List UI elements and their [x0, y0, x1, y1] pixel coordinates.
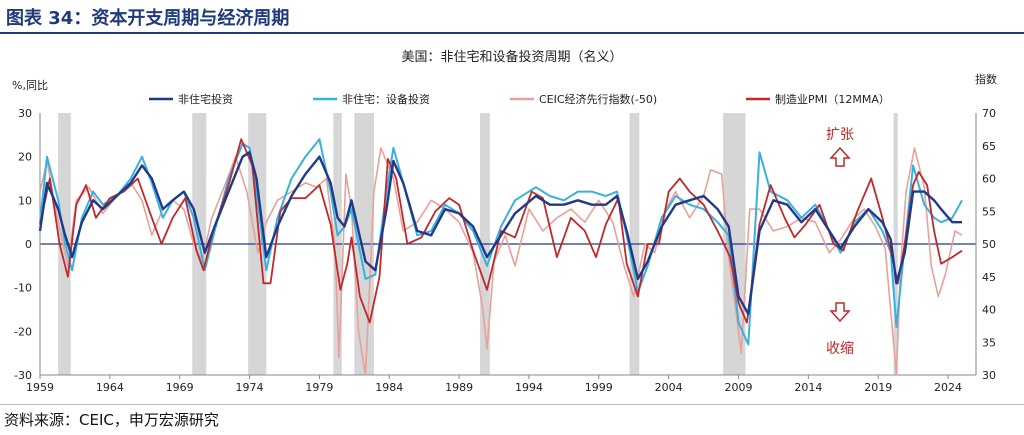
investment-cycle-chart: 美国：非住宅和设备投资周期（名义） %,同比 指数 非住宅投资 非住宅：设备投资 C… [12, 49, 997, 394]
y-left-tick-label: 0 [25, 238, 32, 251]
x-tick-label: 2014 [794, 381, 822, 394]
annotation-contraction: 收缩 [826, 341, 854, 357]
y-left-tick-label: 10 [18, 194, 32, 207]
x-tick-label: 1969 [166, 381, 194, 394]
figure-header: 图表 34：资本开支周期与经济周期 [0, 0, 1024, 34]
legend: 非住宅投资 非住宅：设备投资 CEIC经济先行指数(-50) 制造业PMI（12MMA… [149, 92, 890, 106]
series-line-2 [39, 147, 963, 376]
y-left-axis-label: %,同比 [12, 79, 48, 92]
y-left-tick-label: 20 [18, 151, 32, 164]
x-tick-label: 1959 [26, 381, 54, 394]
y-right-tick-label: 55 [982, 205, 996, 218]
annotation-expansion: 扩张 [826, 127, 854, 143]
y-right-tick-label: 30 [982, 369, 996, 382]
legend-label-1: 非住宅：设备投资 [342, 92, 430, 106]
y-left-tick-label: 30 [18, 107, 32, 120]
y-right-tick-label: 40 [982, 304, 996, 317]
y-right-tick-label: 65 [982, 140, 996, 153]
tick-labels: -30 -20 -10 0 10 20 30 30 35 40 45 50 55 60 65 70 1959 19… [14, 107, 996, 394]
arrow-down-icon [829, 302, 851, 323]
y-right-tick-label: 70 [982, 107, 996, 120]
source-note: 资料来源：CEIC，申万宏源研究 [4, 411, 219, 429]
x-tick-label: 1964 [96, 381, 124, 394]
x-tick-label: 1979 [305, 381, 333, 394]
y-right-tick-label: 50 [982, 238, 996, 251]
series-lines [38, 138, 963, 376]
arrow-up-icon [829, 146, 851, 167]
x-tick-label: 1974 [236, 381, 264, 394]
x-tick-label: 2024 [934, 381, 962, 394]
chart-title: 美国：非住宅和设备投资周期（名义） [401, 49, 622, 65]
title-rule [0, 32, 1024, 34]
y-right-tick-label: 45 [982, 271, 996, 284]
x-tick-label: 2004 [655, 381, 683, 394]
legend-label-2: CEIC经济先行指数(-50) [539, 92, 657, 106]
legend-label-3: 制造业PMI（12MMA） [775, 92, 890, 106]
y-left-tick-label: -10 [14, 282, 32, 295]
x-tick-label: 2019 [864, 381, 892, 394]
y-right-axis-label: 指数 [975, 72, 997, 86]
legend-label-0: 非住宅投资 [178, 92, 233, 106]
y-right-tick-label: 35 [982, 336, 996, 349]
x-tick-label: 1999 [585, 381, 613, 394]
series-line-3 [39, 138, 963, 324]
x-tick-label: 2009 [725, 381, 753, 394]
x-tick-label: 1994 [515, 381, 543, 394]
y-left-tick-label: -20 [14, 325, 32, 338]
footer-rule [0, 404, 1024, 405]
figure-title: 图表 34：资本开支周期与经济周期 [6, 8, 290, 29]
x-tick-label: 1984 [375, 381, 403, 394]
x-tick-label: 1989 [445, 381, 473, 394]
y-left-tick-label: -30 [14, 369, 32, 382]
y-right-tick-label: 60 [982, 173, 996, 186]
series-line-0 [38, 151, 962, 316]
